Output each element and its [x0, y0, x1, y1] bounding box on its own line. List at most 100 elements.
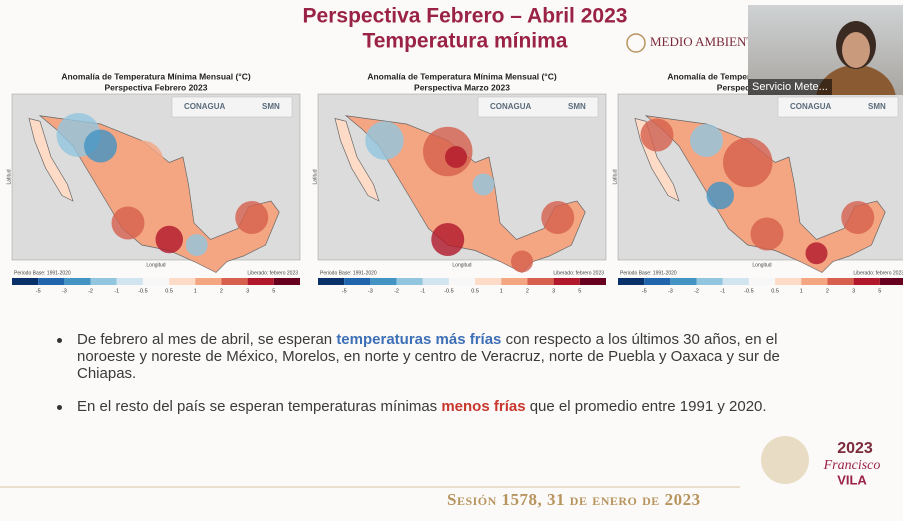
legend-label: 1 — [800, 288, 803, 294]
base-period: Periodo Base: 1991-2020 — [620, 270, 677, 276]
legend-label: 5 — [578, 288, 581, 294]
legend-label: 3 — [246, 288, 249, 294]
logo: CONAGUA — [184, 102, 226, 111]
legend-label: 3 — [552, 288, 555, 294]
legend-swatch — [116, 278, 143, 285]
slide-title: Perspectiva Febrero – Abril 2023 — [303, 5, 628, 28]
axis-label: Latitud — [6, 169, 12, 184]
legend-label: -5 — [36, 288, 41, 294]
logo-box — [777, 96, 899, 118]
badge-name: VILA — [837, 472, 867, 487]
badge-year: 2023 — [837, 440, 873, 457]
map-title: Anomalía de Temperatura Mínima Mensual (… — [61, 71, 251, 81]
legend-swatch — [475, 278, 502, 285]
country — [344, 115, 586, 273]
text: De febrero al mes de abril, se esperan — [77, 331, 337, 348]
legend-label: -1 — [420, 288, 425, 294]
anomaly-region — [805, 242, 828, 265]
anomaly-region — [119, 140, 164, 185]
legend-swatch — [722, 278, 749, 285]
emphasis: temperaturas más frías — [336, 331, 502, 348]
anomaly-region — [706, 181, 734, 210]
badge-emblem — [761, 436, 809, 484]
logo: SMN — [262, 102, 280, 111]
map-subtitle: Perspectiva Febrero 2023 — [104, 82, 207, 92]
map-shape — [634, 115, 886, 273]
legend-swatch — [142, 278, 170, 285]
participant — [816, 21, 896, 95]
participant-name: Servicio Mete... — [748, 79, 832, 95]
legend-swatch — [370, 278, 397, 285]
anomaly-region — [472, 173, 495, 196]
legend-swatch — [553, 278, 580, 285]
legend-swatch — [801, 278, 828, 285]
legend-label: 5 — [878, 288, 881, 294]
axis-label: Longitud — [146, 262, 165, 268]
release-note: Liberado: febrero 2023 — [247, 270, 298, 276]
legend-label: 3 — [852, 288, 855, 294]
legend-swatch — [670, 278, 697, 285]
legend-label: 2 — [220, 288, 223, 294]
legend-label: -0.5 — [138, 288, 147, 294]
legend-label: -1 — [114, 288, 119, 294]
legend-label: -2 — [88, 288, 93, 294]
map-panel: Anomalía de Temperatura Mínima Mensual (… — [6, 71, 301, 294]
legend-label: 0.5 — [165, 288, 173, 294]
legend-swatch — [247, 278, 274, 285]
anomaly-region — [723, 137, 773, 188]
anomaly-region — [841, 201, 875, 234]
legend-label: -2 — [394, 288, 399, 294]
legend-label: 5 — [272, 288, 275, 294]
legend-label: -2 — [694, 288, 699, 294]
legend-swatch — [38, 278, 65, 285]
anomaly-region — [511, 250, 533, 273]
legend-label: -5 — [342, 288, 347, 294]
legend-swatch — [748, 278, 776, 285]
anomaly-region — [155, 225, 183, 254]
map-panel: Anomalía de Temperatura Mínima Mensual (… — [312, 71, 607, 294]
anomaly-region — [111, 206, 145, 240]
legend-swatch — [221, 278, 248, 285]
release-note: Liberado: febrero 2023 — [853, 270, 903, 276]
legend-swatch — [696, 278, 723, 285]
legend-label: 2 — [826, 288, 829, 294]
legend-label: -0.5 — [444, 288, 453, 294]
release-note: Liberado: febrero 2023 — [553, 270, 604, 276]
slide-subtitle: Temperatura mínima — [362, 30, 567, 53]
axis-label: Longitud — [752, 262, 771, 268]
anomaly-region — [640, 118, 674, 152]
legend-label: 0.5 — [771, 288, 779, 294]
map-subtitle: Perspectiva Marzo 2023 — [414, 82, 510, 92]
legend-swatch — [12, 278, 39, 285]
peninsula — [28, 118, 74, 202]
legend-swatch — [501, 278, 528, 285]
legend-label: 0.5 — [471, 288, 479, 294]
legend-label: -3 — [62, 288, 67, 294]
map-panel: Anomalía de Temperatura Mínima Mensual (… — [612, 71, 903, 294]
anomaly-region — [431, 223, 465, 256]
anomaly-region — [690, 124, 723, 157]
legend-swatch — [422, 278, 449, 285]
axis-label: Longitud — [452, 262, 471, 268]
map-title: Anomalía de Temperatura Mínima Mensual (… — [367, 71, 557, 81]
anomaly-region — [185, 234, 208, 256]
anomaly-region — [445, 146, 467, 168]
footer: Sesión 1578, 31 de enero de 2023 — [447, 490, 701, 509]
legend-swatch — [527, 278, 554, 285]
legend-swatch — [579, 278, 606, 285]
legend-swatch — [396, 278, 423, 285]
map-shape — [28, 113, 280, 273]
logo-box — [477, 96, 599, 118]
axis-label: Latitud — [612, 169, 618, 184]
legend-swatch — [618, 278, 645, 285]
legend-label: 2 — [526, 288, 529, 294]
text: con respecto a los últimos 30 años, en e… — [77, 331, 780, 382]
legend-label: 1 — [500, 288, 503, 294]
base-period: Periodo Base: 1991-2020 — [320, 270, 377, 276]
emphasis: menos frías — [441, 398, 526, 415]
legend-swatch — [644, 278, 671, 285]
bullet-list: De febrero al mes de abril, se esperan t… — [54, 331, 834, 431]
legend-swatch — [853, 278, 880, 285]
